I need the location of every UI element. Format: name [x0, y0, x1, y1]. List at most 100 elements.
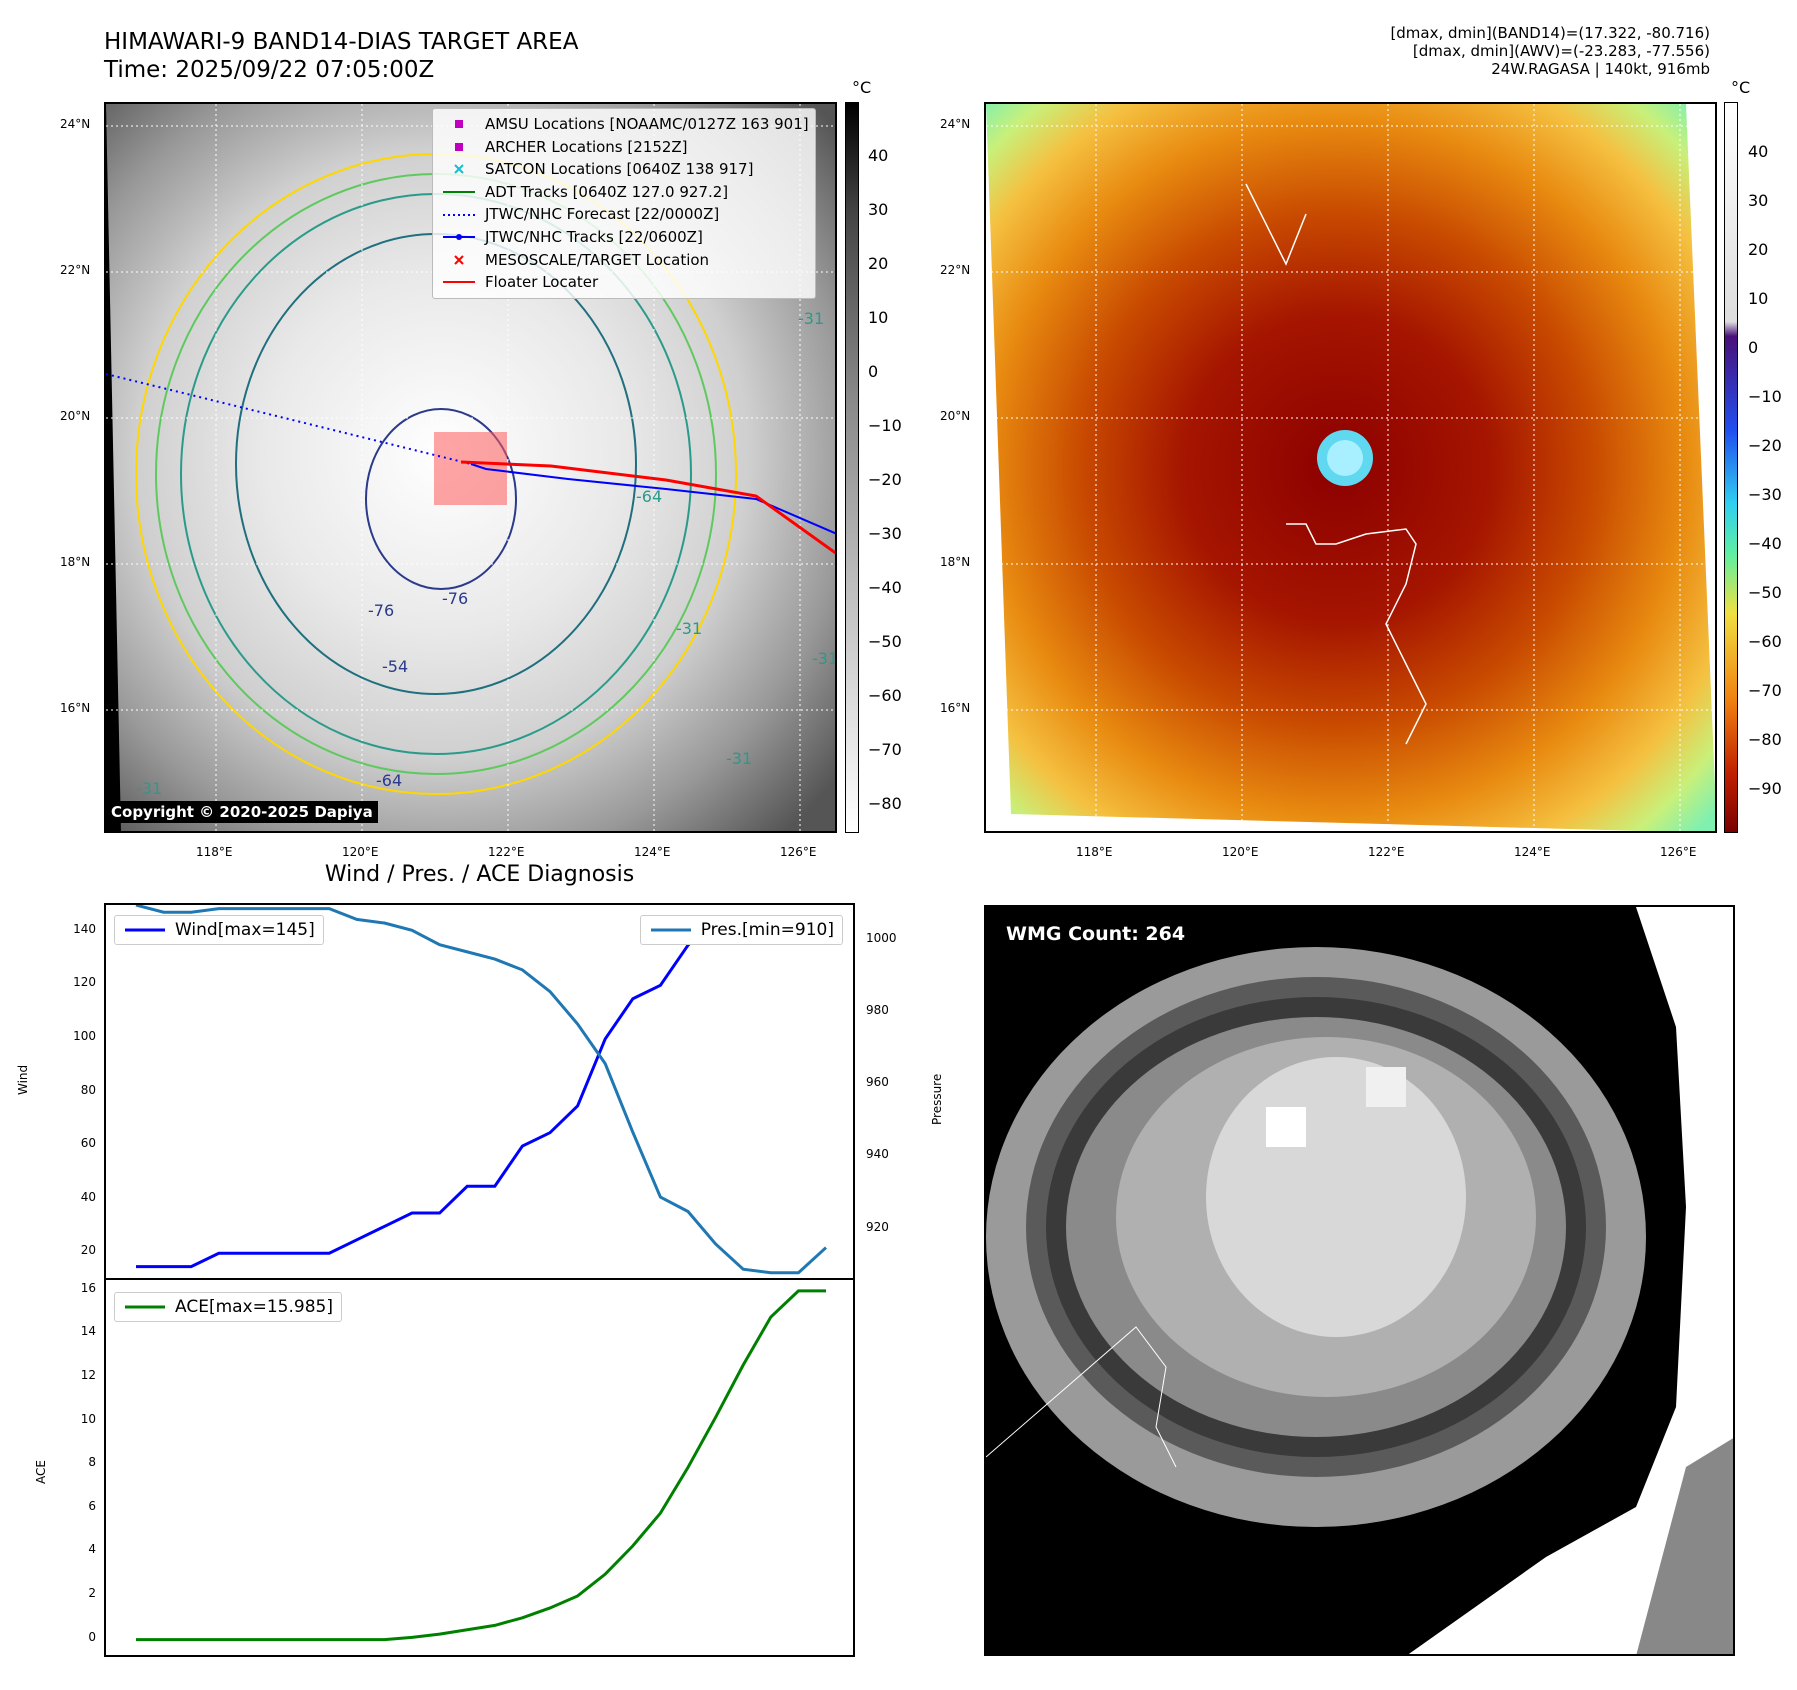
contour-label: -31	[676, 619, 702, 638]
colorbar-tick-label: 40	[1748, 142, 1769, 161]
lat-label: 20°N	[940, 409, 971, 423]
axis-tick-label: 4	[88, 1542, 96, 1557]
colorbar-tick-label: −80	[868, 794, 902, 813]
pressure-axis-label: Pressure	[930, 1073, 944, 1125]
axis-tick-label: 140	[73, 921, 96, 936]
diagnosis-title: Wind / Pres. / ACE Diagnosis	[324, 862, 635, 887]
colorbar-tick-label: −30	[1748, 485, 1782, 504]
lon-label: 124°E	[634, 845, 671, 859]
colorbar-tick-label: 0	[1748, 338, 1759, 357]
lat-label: 24°N	[940, 117, 971, 131]
colorbar-unit: °C	[852, 78, 872, 97]
wmg-imagery	[986, 907, 1733, 1654]
lat-label: 18°N	[940, 555, 971, 569]
colorbar-tick-label: −70	[1748, 681, 1782, 700]
axis-tick-label: 8	[88, 1455, 96, 1470]
wind-legend: Wind[max=145]	[114, 915, 324, 945]
axis-tick-label: 20	[80, 1243, 96, 1258]
colorbar-tick-label: −20	[1748, 436, 1782, 455]
axis-tick-label: 1000	[866, 931, 897, 946]
contour-label: -64	[376, 771, 402, 790]
steel-blue-line-icon	[650, 928, 691, 932]
magenta-square-icon	[439, 115, 479, 133]
ace-line	[136, 1289, 826, 1642]
legend-item-floater: Floater Locater	[439, 271, 809, 294]
axis-tick-label: 12	[80, 1368, 96, 1383]
lon-label: 120°E	[1222, 845, 1259, 859]
wind-pressure-lines	[135, 905, 828, 1275]
title-line-2: Time: 2025/09/22 07:05:00Z	[104, 57, 435, 83]
lat-label: 24°N	[60, 117, 91, 131]
lat-label: 18°N	[60, 555, 91, 569]
ace-plot: ACE[max=15.985]	[104, 1278, 855, 1657]
ace-series-line	[136, 1289, 826, 1642]
grayscale-colorbar	[845, 102, 859, 833]
axis-tick-label: 960	[866, 1075, 889, 1090]
pressure-legend: Pres.[min=910]	[639, 915, 843, 945]
axis-tick-label: 40	[80, 1189, 96, 1204]
colorbar-tick-label: −80	[1748, 730, 1782, 749]
dotted-blue-line-icon	[439, 206, 479, 224]
colorbar-tick-label: −10	[1748, 387, 1782, 406]
blue-line-dot-icon	[439, 228, 479, 246]
axis-tick-label: 100	[73, 1028, 96, 1043]
lat-label: 22°N	[940, 263, 971, 277]
colorbar-tick-label: 20	[868, 254, 889, 273]
teal-x-icon	[439, 160, 479, 178]
colorbar-tick-label: −30	[868, 524, 902, 543]
lat-label: 16°N	[940, 701, 971, 715]
legend-item-satcon: SATCON Locations [0640Z 138 917]	[439, 158, 809, 181]
wind-axis-label: Wind	[16, 1064, 30, 1095]
wind-pressure-plot: Wind[max=145] Pres.[min=910]	[104, 903, 855, 1280]
contour-label: -76	[368, 601, 394, 620]
colorbar-tick-label: −20	[868, 470, 902, 489]
colorbar-tick-label: −90	[1748, 779, 1782, 798]
lat-label: 22°N	[60, 263, 91, 277]
awv-stats: [dmax, dmin](AWV)=(-23.283, -77.556)	[1412, 42, 1710, 60]
axis-tick-label: 0	[88, 1629, 96, 1644]
axis-tick-label: 10	[80, 1411, 96, 1426]
color-colorbar	[1724, 102, 1738, 833]
contour-label: -31	[136, 779, 162, 798]
colorbar-unit: °C	[1731, 78, 1751, 97]
blue-line-icon	[125, 928, 165, 932]
axis-tick-label: 16	[80, 1280, 96, 1295]
lon-label: 120°E	[342, 845, 379, 859]
storm-info: 24W.RAGASA | 140kt, 916mb	[1491, 60, 1710, 78]
lon-label: 126°E	[780, 845, 817, 859]
lon-label: 118°E	[196, 845, 233, 859]
legend-item-amsu: AMSU Locations [NOAAMC/0127Z 163 901]	[439, 113, 809, 136]
lon-label: 126°E	[1660, 845, 1697, 859]
legend-item-tracks: JTWC/NHC Tracks [22/0600Z]	[439, 226, 809, 249]
lon-label: 122°E	[1368, 845, 1405, 859]
legend-item-mesoscale: MESOSCALE/TARGET Location	[439, 249, 809, 272]
pressure-series-line	[135, 905, 828, 1275]
colorbar-tick-label: −40	[868, 578, 902, 597]
colorbar-tick-label: 30	[868, 200, 889, 219]
axis-tick-label: 940	[866, 1147, 889, 1162]
colorbar-tick-label: −60	[1748, 632, 1782, 651]
colorbar-tick-label: −50	[868, 632, 902, 651]
wmg-panel: WMG Count: 264	[984, 905, 1735, 1656]
legend-item-archer: ARCHER Locations [2152Z]	[439, 136, 809, 159]
ace-axis-label: ACE	[34, 1460, 48, 1484]
wmg-count: WMG Count: 264	[998, 919, 1194, 949]
lon-label: 118°E	[1076, 845, 1113, 859]
contour-label: -31	[798, 309, 824, 328]
colorbar-tick-label: 10	[868, 308, 889, 327]
colorbar-tick-label: −50	[1748, 583, 1782, 602]
axis-tick-label: 980	[866, 1003, 889, 1018]
legend-item-adt: ADT Tracks [0640Z 127.0 927.2]	[439, 181, 809, 204]
colorbar-tick-label: 20	[1748, 240, 1769, 259]
green-line-icon	[439, 183, 479, 201]
axis-tick-label: 120	[73, 975, 96, 990]
title-line-1: HIMAWARI-9 BAND14-DIAS TARGET AREA	[104, 29, 579, 55]
colorbar-tick-label: −70	[868, 740, 902, 759]
axis-tick-label: 920	[866, 1219, 889, 1234]
colorbar-tick-label: −10	[868, 416, 902, 435]
header-stats: [dmax, dmin](BAND14)=(17.322, -80.716) […	[1390, 24, 1710, 78]
wind-series-line	[136, 916, 826, 1269]
lat-label: 20°N	[60, 409, 91, 423]
contour-label: -31	[726, 749, 752, 768]
colorbar-tick-label: 0	[868, 362, 879, 381]
